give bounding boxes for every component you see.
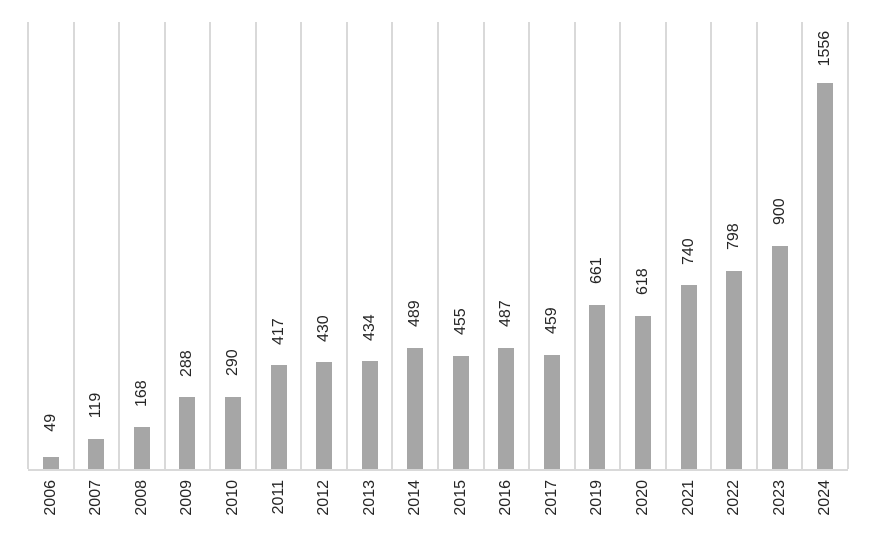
x-axis: 2006 2007 2008 2009 2010 2011 2012 2013 2014 2015… <box>28 471 848 554</box>
bar-value-label: 459 <box>542 307 560 335</box>
bar <box>543 355 560 469</box>
bar <box>179 397 196 469</box>
x-axis-label: 2010 <box>224 480 241 516</box>
bar-value-label: 798 <box>725 223 743 251</box>
gridline <box>391 22 394 469</box>
gridline <box>163 22 166 469</box>
bar <box>680 285 697 469</box>
gridline <box>437 22 439 469</box>
bar <box>133 427 150 469</box>
x-axis-label: 2009 <box>178 480 196 516</box>
bar-value-label: 455 <box>451 308 469 336</box>
bar-value-label: 168 <box>132 379 150 407</box>
bar-value-label: 119 <box>87 392 105 419</box>
x-axis-label: 2015 <box>451 480 469 516</box>
bar <box>498 348 515 469</box>
bar-value-label: 430 <box>315 314 333 342</box>
bar <box>225 396 241 469</box>
gridline <box>27 22 29 469</box>
gridline <box>118 22 121 469</box>
bar-value-label: 900 <box>770 198 788 225</box>
bar <box>361 361 378 469</box>
x-axis-label: 2017 <box>542 480 560 516</box>
x-axis-label: 2019 <box>588 480 606 516</box>
bar <box>407 347 424 469</box>
bar-value-label: 288 <box>178 350 196 377</box>
gridline <box>72 22 75 469</box>
gridline <box>300 22 303 469</box>
bar-value-label: 417 <box>269 318 287 345</box>
bar <box>817 82 834 469</box>
x-axis-label: 2011 <box>269 480 287 515</box>
bar-value-label: 1556 <box>816 30 834 67</box>
bar <box>771 245 788 469</box>
gridline <box>528 22 531 469</box>
gridline <box>755 22 758 469</box>
bar-value-label: 487 <box>497 300 515 328</box>
x-axis-label: 2012 <box>315 480 333 516</box>
gridline <box>664 22 667 469</box>
bar <box>270 365 287 469</box>
bar <box>635 315 651 469</box>
bar-value-label: 661 <box>588 257 606 285</box>
x-axis-label: 2021 <box>679 480 697 516</box>
x-axis-label: 2024 <box>816 480 834 516</box>
gridline <box>254 22 257 469</box>
gridline <box>619 22 622 469</box>
bar <box>726 270 743 469</box>
x-axis-label: 2008 <box>132 480 150 516</box>
x-axis-label: 2022 <box>725 480 743 516</box>
bar-value-label: 740 <box>679 237 697 265</box>
x-axis-label: 2013 <box>360 480 378 516</box>
gridline <box>345 22 348 469</box>
x-axis-label: 2006 <box>41 480 59 516</box>
bar <box>88 439 105 469</box>
x-axis-label: 2014 <box>406 480 424 516</box>
x-axis-label: 2023 <box>770 480 788 516</box>
bar-value-label: 290 <box>224 349 241 377</box>
gridline <box>573 22 576 469</box>
x-axis-label: 2020 <box>634 480 651 516</box>
x-axis-label: 2007 <box>87 480 105 516</box>
gridline <box>847 22 849 469</box>
bar <box>42 456 59 469</box>
x-axis-label: 2016 <box>497 480 515 516</box>
bar-value-label: 434 <box>360 313 378 341</box>
gridline <box>801 22 804 469</box>
bar-value-label: 618 <box>634 268 651 295</box>
bar-value-label: 49 <box>41 413 59 432</box>
gridline <box>710 22 713 469</box>
bar <box>316 362 333 469</box>
gridline <box>482 22 485 469</box>
bar-value-label: 489 <box>406 300 424 327</box>
bar <box>589 304 606 469</box>
gridline <box>209 22 212 469</box>
plot-area: 49 119 168 288 290 417 430 434 489 455 487 459 661 61… <box>27 22 849 471</box>
bar <box>452 356 469 469</box>
